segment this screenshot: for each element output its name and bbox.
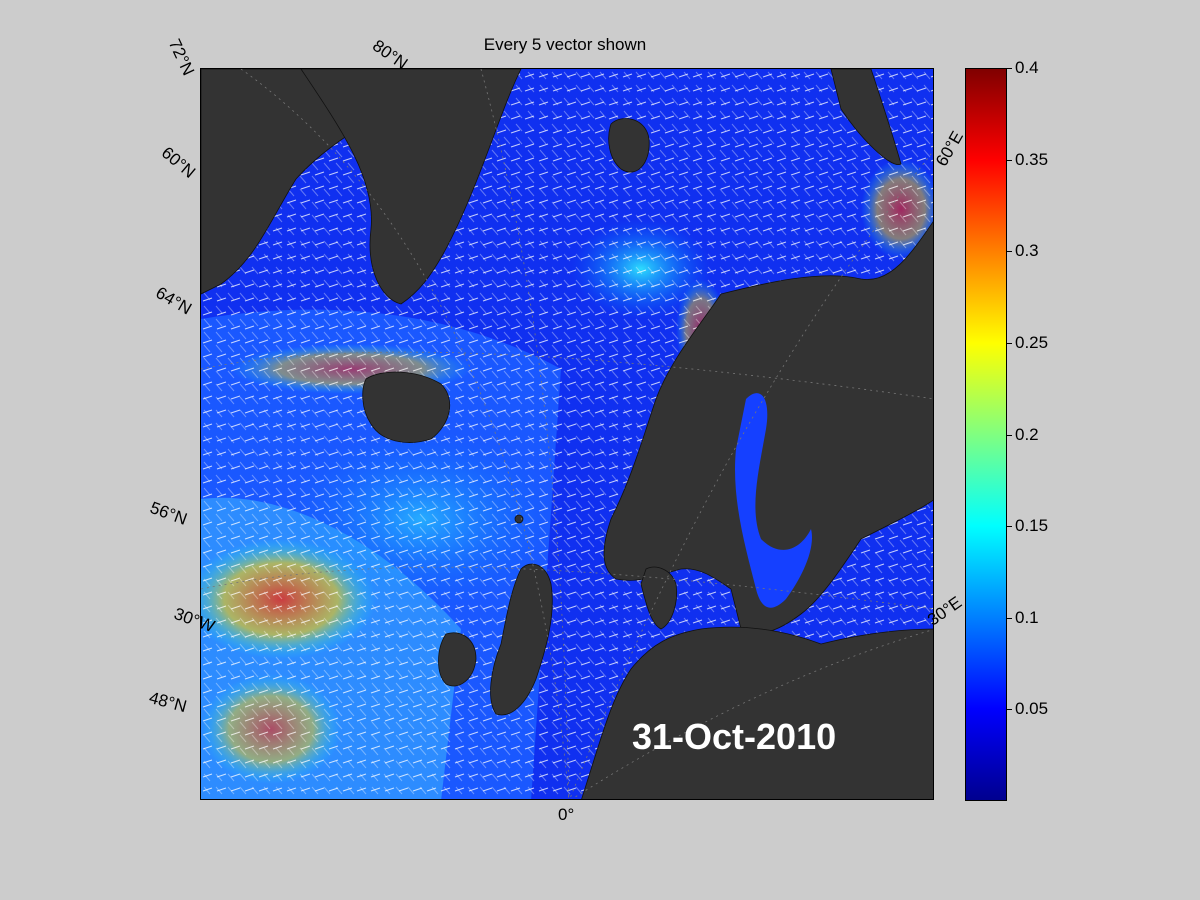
lon-label-0: 0° (558, 805, 575, 824)
europe-mainland (581, 626, 933, 799)
colorbar-tick (1007, 618, 1012, 619)
lat-label-60n: 60°N (157, 143, 200, 182)
colorbar (965, 68, 1007, 801)
map-canvas (201, 69, 933, 799)
franz-josef-land (608, 118, 650, 173)
lat-label-64n: 64°N (152, 283, 195, 319)
lon-label-60e: 60°E (932, 127, 967, 170)
colorbar-tick-label: 0.2 (1015, 425, 1039, 444)
colorbar-tick-label: 0.05 (1015, 699, 1049, 718)
colorbar-tick (1007, 526, 1012, 527)
colorbar-tick (1007, 343, 1012, 344)
novaya-zemlya (830, 69, 902, 165)
colorbar-tick (1007, 709, 1012, 710)
colorbar-tick (1007, 160, 1012, 161)
figure-title: Every 5 vector shown (483, 35, 647, 54)
colorbar-tick-label: 0.25 (1015, 333, 1049, 352)
colorbar-tick (1007, 68, 1012, 69)
scandinavia (603, 221, 933, 634)
lat-label-56n: 56°N (147, 498, 190, 529)
ireland (438, 632, 477, 687)
baltic-sea (735, 393, 812, 608)
faroe-islands (514, 514, 524, 524)
lat-label-72n: 72°N (164, 36, 199, 79)
colorbar-tick (1007, 435, 1012, 436)
colorbar-tick-label: 0.35 (1015, 150, 1049, 169)
lat-label-48n: 48°N (147, 688, 189, 717)
ocean-current-map (200, 68, 934, 800)
colorbar-tick-label: 0.15 (1015, 516, 1049, 535)
great-britain (490, 563, 553, 716)
iceland (362, 371, 450, 443)
graticule (201, 69, 933, 799)
svalbard (300, 69, 522, 305)
date-stamp: 31-Oct-2010 (632, 716, 837, 757)
colorbar-tick (1007, 251, 1012, 252)
land-masses (201, 69, 933, 799)
colorbar-tick-label: 0.1 (1015, 608, 1039, 627)
colorbar-tick-label: 0.3 (1015, 241, 1039, 260)
colorbar-tick-label: 0.4 (1015, 58, 1039, 77)
